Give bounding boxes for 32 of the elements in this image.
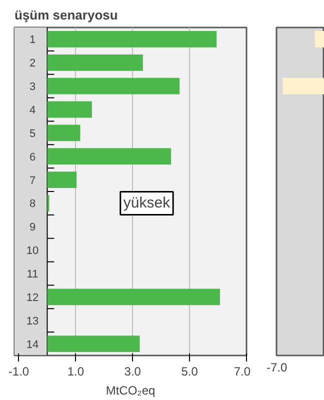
text: -7.0	[266, 360, 288, 374]
bar	[47, 336, 140, 352]
bar	[47, 288, 220, 306]
y-tick-label: 7	[29, 174, 36, 187]
x-tick-label: 3.0	[124, 364, 142, 378]
bar	[47, 78, 180, 94]
y-tick-label: 8	[29, 198, 36, 210]
y-tick-label: 12	[26, 292, 39, 304]
bar	[47, 54, 143, 71]
y-tick-label: 6	[29, 151, 36, 164]
x-tick-label: -1.0	[8, 364, 30, 378]
bar	[47, 172, 77, 188]
bar	[47, 124, 80, 142]
bar	[47, 31, 217, 48]
y-tick-label: 4	[29, 104, 36, 116]
y-tick-label: 5	[29, 128, 36, 140]
y-tick-label: 11	[26, 268, 38, 280]
x-tick-label: 7.0	[234, 364, 251, 378]
y-tick-label: 13	[26, 315, 39, 328]
y-tick-label: 10	[26, 245, 39, 258]
y-tick-label: 2	[29, 58, 36, 70]
x-tick-label: 1.0	[67, 364, 84, 378]
bar	[47, 148, 172, 165]
y-tick-label: 1	[29, 34, 36, 46]
y-tick-label: 9	[29, 222, 36, 234]
chart-title: üşüm senaryosu	[14, 8, 118, 22]
annotation: yüksek	[123, 194, 171, 212]
x-axis-title: MtCO₂eq	[106, 384, 156, 398]
x-tick-label: 5.0	[181, 364, 198, 378]
bar	[47, 101, 92, 118]
y-tick-label: 3	[29, 81, 36, 94]
y-tick-label: 14	[26, 338, 39, 351]
